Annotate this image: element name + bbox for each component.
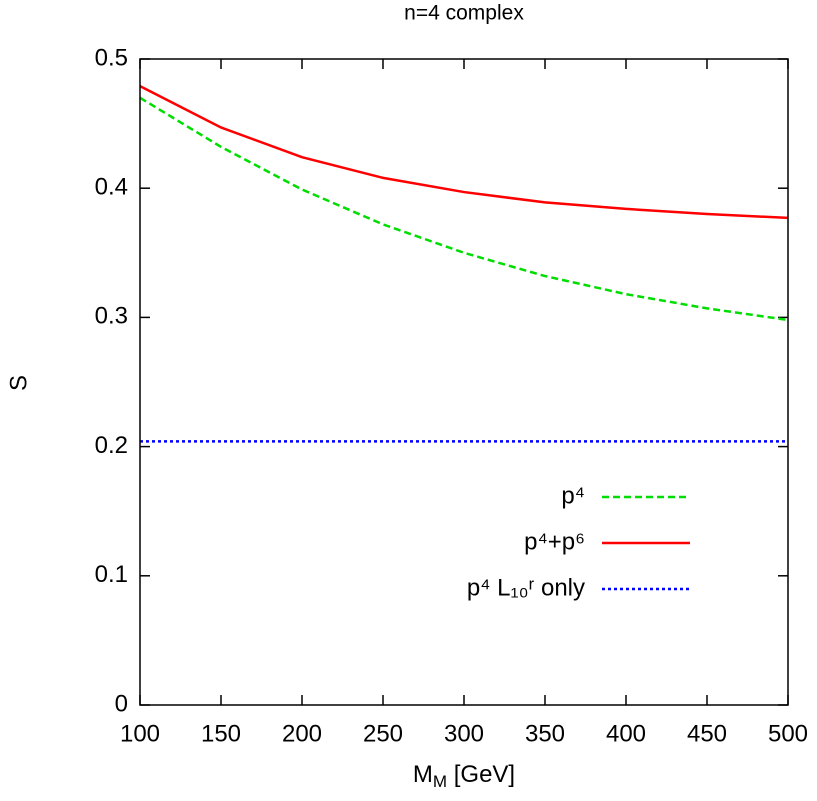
x-axis-label: MM [GeV] bbox=[413, 761, 515, 791]
y-tick-label: 0.3 bbox=[95, 303, 128, 330]
y-tick-label: 0.5 bbox=[95, 44, 128, 71]
y-tick-label: 0 bbox=[115, 690, 128, 717]
x-tick-label: 500 bbox=[768, 720, 808, 747]
plot-frame bbox=[139, 58, 789, 706]
legend-label: p⁴ L₁₀ʳ only bbox=[467, 574, 585, 601]
y-tick-label: 0.1 bbox=[95, 561, 128, 588]
series-line bbox=[139, 85, 789, 220]
x-tick-label: 250 bbox=[363, 720, 403, 747]
x-tick-label: 300 bbox=[444, 720, 484, 747]
y-tick-label: 0.2 bbox=[95, 432, 128, 459]
y-tick-label: 0.4 bbox=[95, 174, 128, 201]
legend-label: p⁴+p⁶ bbox=[524, 528, 585, 555]
series-line bbox=[139, 96, 789, 322]
x-label-unit: [GeV] bbox=[447, 761, 515, 788]
x-tick-label: 400 bbox=[606, 720, 646, 747]
x-tick-label: 100 bbox=[120, 720, 160, 747]
x-tick-label: 450 bbox=[687, 720, 727, 747]
x-tick-label: 200 bbox=[282, 720, 322, 747]
chart-title: n=4 complex bbox=[404, 2, 524, 25]
legend-label: p⁴ bbox=[561, 482, 585, 509]
x-tick-label: 150 bbox=[201, 720, 241, 747]
y-axis-label: S bbox=[5, 375, 32, 391]
x-label-sub: M bbox=[433, 772, 447, 791]
x-tick-label: 350 bbox=[525, 720, 565, 747]
x-label-main: M bbox=[413, 761, 433, 788]
